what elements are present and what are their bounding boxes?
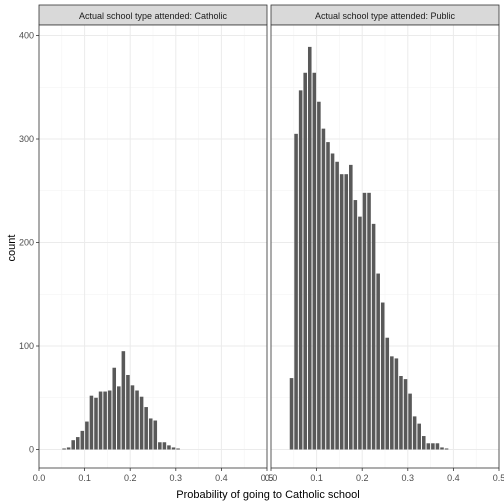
histogram-bar bbox=[339, 174, 344, 450]
histogram-bar bbox=[335, 161, 339, 450]
histogram-bar bbox=[317, 101, 321, 450]
histogram-bar bbox=[62, 448, 66, 450]
x-tick-label: 0.4 bbox=[215, 473, 228, 483]
x-tick-label: 0.4 bbox=[447, 473, 460, 483]
histogram-bar bbox=[294, 133, 298, 450]
histogram-bar bbox=[167, 445, 171, 450]
histogram-bar bbox=[408, 393, 412, 450]
y-tick-label: 300 bbox=[19, 134, 34, 144]
histogram-bar bbox=[121, 351, 126, 450]
histogram-bar bbox=[117, 386, 121, 450]
histogram-bar bbox=[148, 418, 153, 450]
histogram-bar bbox=[440, 447, 444, 450]
histogram-bar bbox=[126, 374, 130, 450]
histogram-bar bbox=[103, 391, 107, 450]
histogram-bar bbox=[107, 390, 112, 450]
histogram-bar bbox=[399, 376, 403, 450]
histogram-bar bbox=[353, 200, 358, 450]
x-tick-label: 0.1 bbox=[310, 473, 323, 483]
histogram-bar bbox=[376, 273, 380, 450]
histogram-bar bbox=[139, 396, 144, 450]
x-tick-label: 0.3 bbox=[402, 473, 415, 483]
histogram-bar bbox=[426, 443, 431, 450]
histogram-bar bbox=[162, 442, 167, 450]
y-tick-label: 400 bbox=[19, 31, 34, 41]
y-tick-label: 200 bbox=[19, 238, 34, 248]
histogram-bar bbox=[98, 391, 103, 450]
facet-strip-label: Actual school type attended: Public bbox=[315, 11, 456, 21]
histogram-bar bbox=[94, 397, 98, 450]
histogram-bar bbox=[66, 447, 71, 450]
histogram-bar bbox=[385, 337, 390, 450]
histogram-bar bbox=[171, 447, 176, 450]
x-tick-label: 0.2 bbox=[124, 473, 137, 483]
histogram-bar bbox=[71, 440, 75, 450]
x-tick-label: 0.0 bbox=[33, 473, 46, 483]
histogram-bar bbox=[344, 174, 349, 450]
histogram-bar bbox=[176, 448, 180, 450]
x-tick-label: 0.5 bbox=[261, 473, 274, 483]
histogram-bar bbox=[289, 378, 294, 450]
x-tick-label: 0.0 bbox=[265, 473, 278, 483]
panel-border bbox=[38, 24, 268, 469]
histogram-bar bbox=[89, 395, 94, 450]
histogram-bar bbox=[435, 443, 440, 450]
y-axis-title: count bbox=[6, 235, 18, 262]
y-tick-label: 0 bbox=[29, 445, 34, 455]
histogram-bar bbox=[312, 72, 317, 450]
histogram-bar bbox=[112, 367, 117, 450]
histogram-bar bbox=[358, 216, 362, 450]
histogram-bar bbox=[135, 390, 139, 450]
histogram-bar bbox=[144, 407, 148, 450]
x-tick-label: 0.3 bbox=[170, 473, 183, 483]
x-tick-label: 0.2 bbox=[356, 473, 369, 483]
y-tick-label: 100 bbox=[19, 341, 34, 351]
panel-public: Actual school type attended: Public 0.0 0.… bbox=[265, 4, 504, 483]
histogram-bar bbox=[444, 448, 449, 450]
histogram-bar bbox=[349, 164, 353, 450]
histogram-bar bbox=[403, 379, 408, 450]
panel-border bbox=[270, 24, 500, 469]
histogram-bar bbox=[394, 358, 399, 450]
histogram-bar bbox=[380, 302, 385, 450]
x-tick-label: 0.5 bbox=[493, 473, 504, 483]
histogram-bar bbox=[412, 416, 417, 450]
histogram-bar bbox=[75, 437, 80, 450]
histogram-bar bbox=[307, 46, 312, 450]
histogram-bar bbox=[362, 192, 367, 450]
histogram-bar bbox=[130, 385, 135, 450]
histogram-bar bbox=[85, 421, 89, 450]
histogram-bar bbox=[153, 420, 158, 450]
histogram-bar bbox=[330, 153, 335, 450]
histogram-bar bbox=[421, 436, 426, 450]
histogram-bar bbox=[367, 192, 371, 450]
x-tick-label: 0.1 bbox=[78, 473, 91, 483]
histogram-bar bbox=[303, 72, 307, 450]
histogram-bar bbox=[390, 356, 394, 450]
histogram-bar bbox=[80, 430, 85, 450]
facet-strip-label: Actual school type attended: Catholic bbox=[79, 11, 228, 21]
histogram-bar bbox=[326, 142, 330, 450]
histogram-bar bbox=[321, 128, 326, 450]
panel-catholic: Actual school type attended: Catholic 0.0… bbox=[19, 4, 274, 483]
histogram-bar bbox=[158, 442, 162, 450]
histogram-bar bbox=[371, 223, 376, 450]
histogram-bar bbox=[298, 90, 303, 450]
x-axis-title: Probability of going to Catholic school bbox=[176, 489, 359, 501]
histogram-bar bbox=[417, 423, 421, 450]
histogram-bar bbox=[431, 443, 435, 450]
